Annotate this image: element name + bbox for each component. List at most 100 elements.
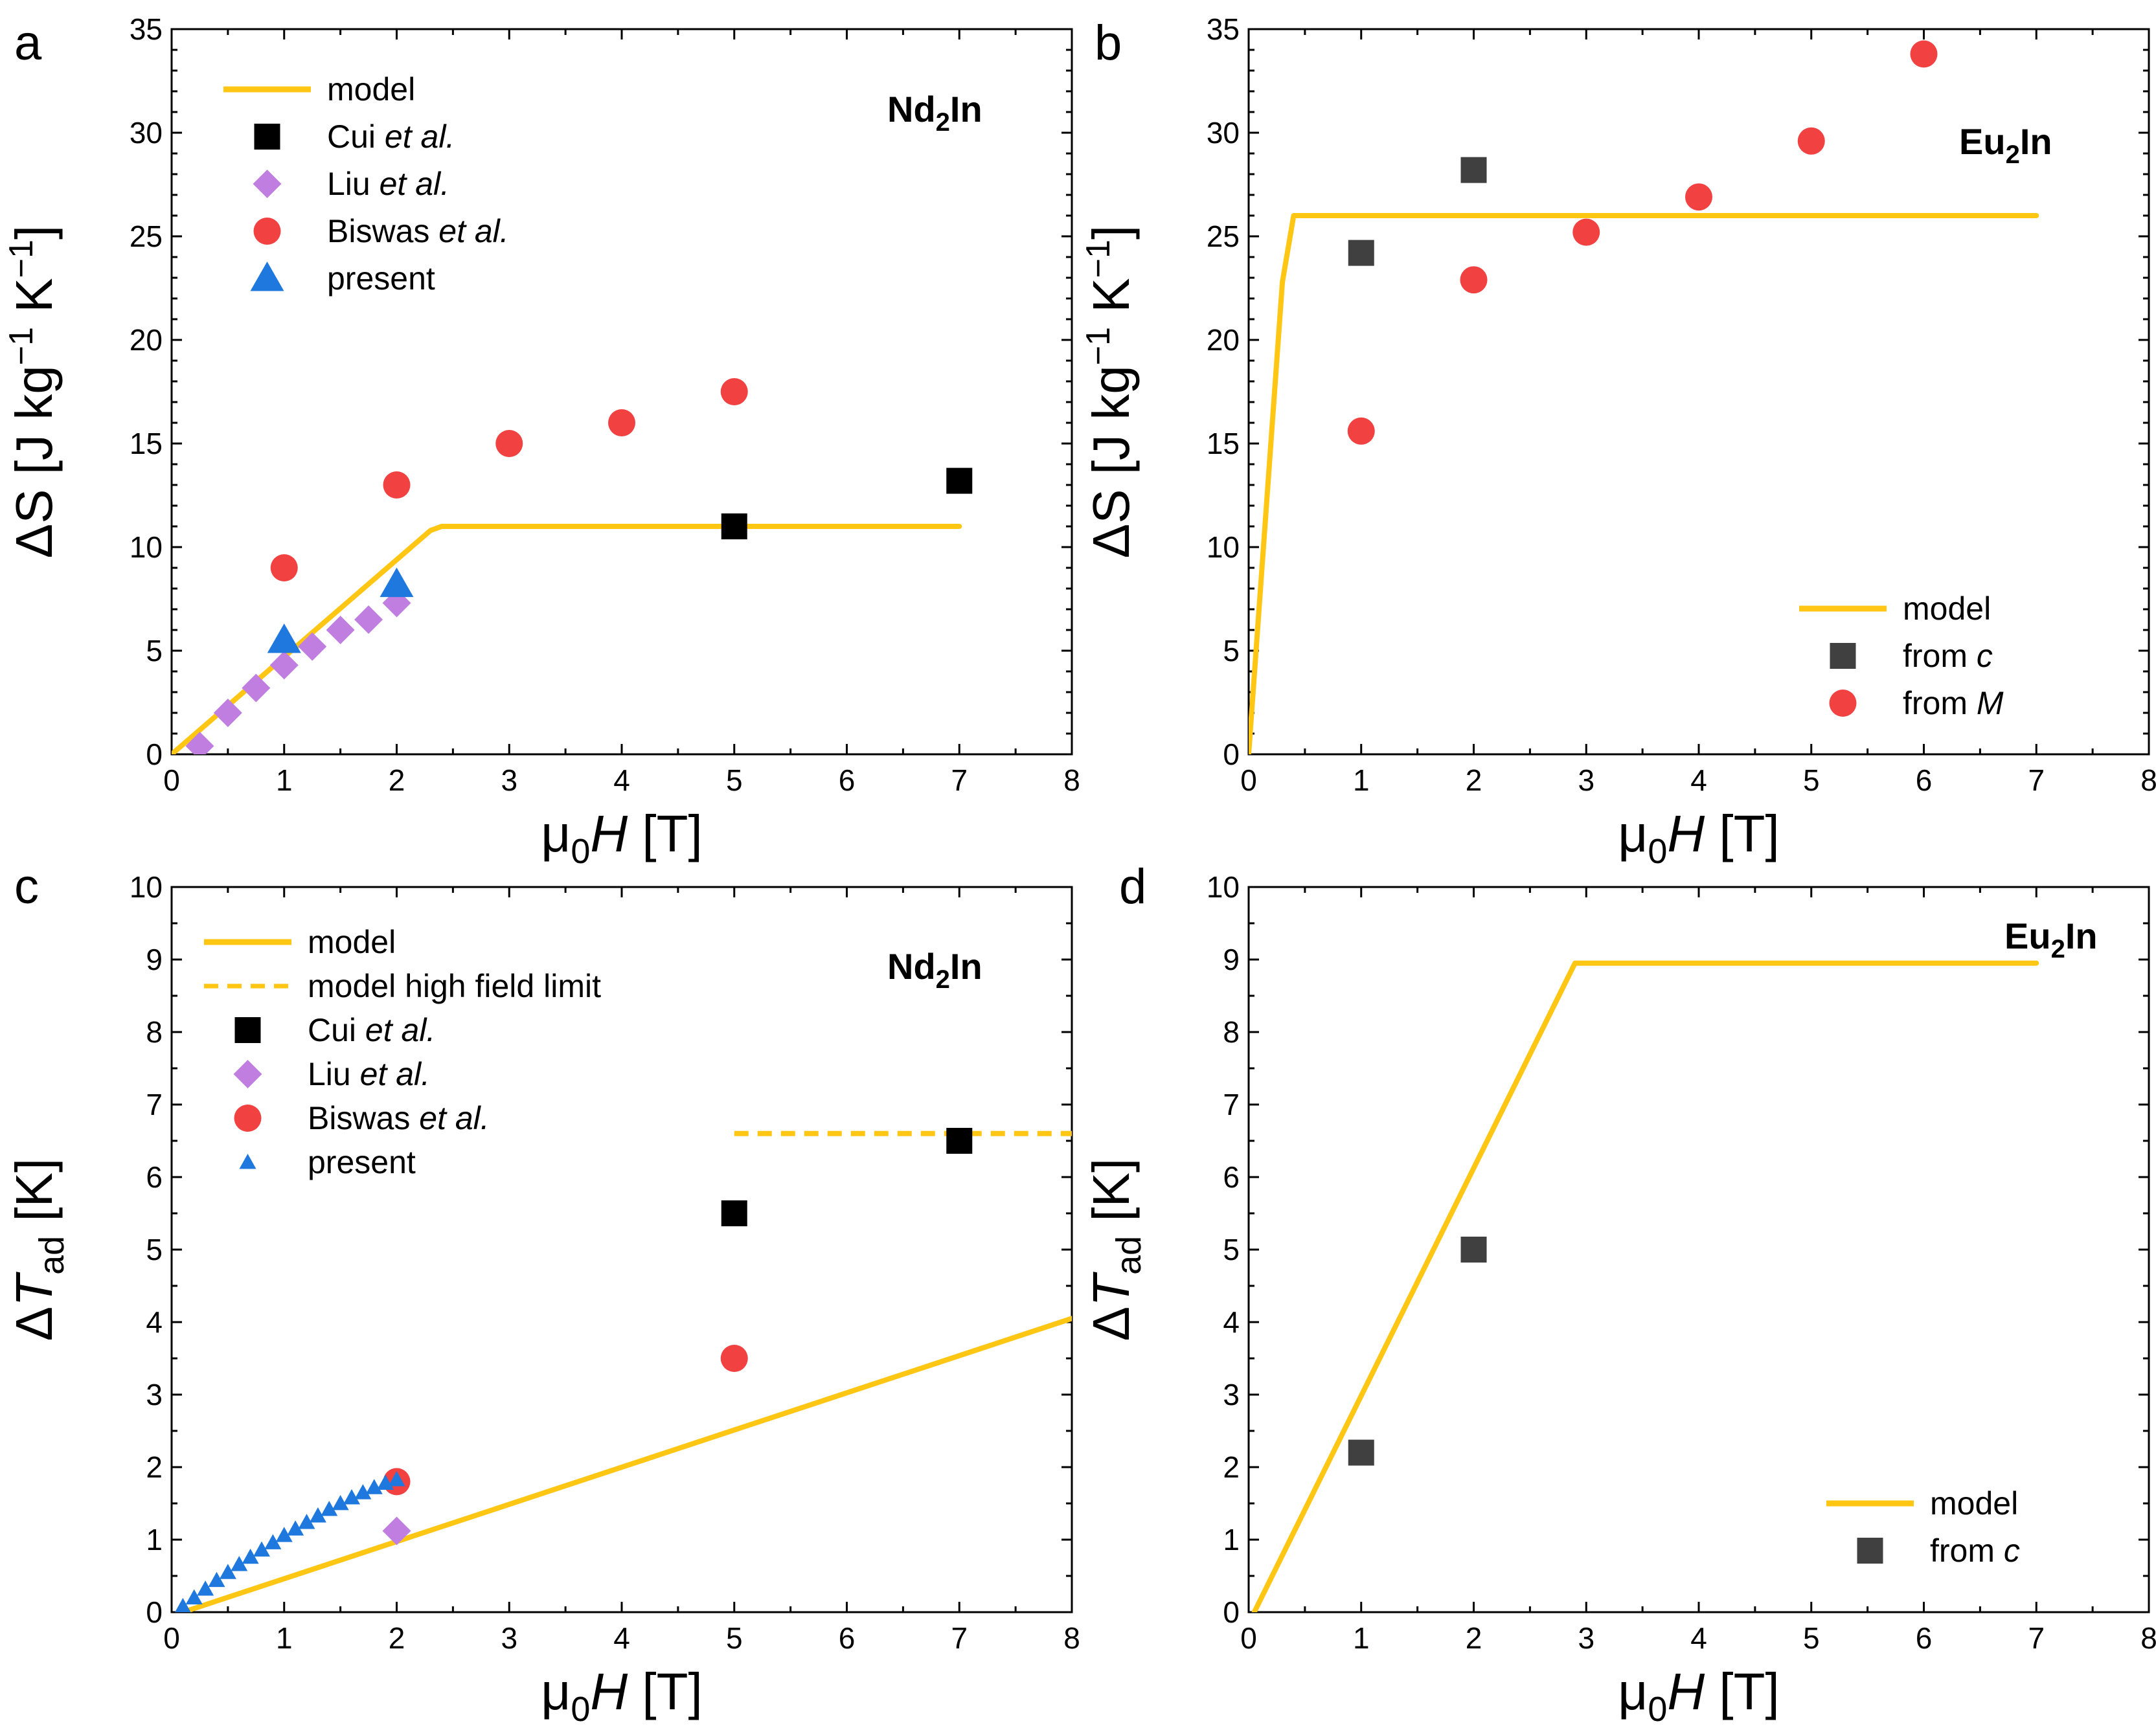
x-tick-label: 8: [2140, 763, 2156, 797]
x-tick-label: 1: [1353, 1621, 1370, 1655]
legend-entry: model: [1826, 1485, 2018, 1522]
data-point-present: [185, 1589, 203, 1604]
data-point-present: [267, 623, 301, 653]
legend-marker-swatch: [253, 170, 282, 198]
x-axis-title-unit: [T]: [1705, 805, 1780, 862]
compound-base: Nd: [887, 946, 936, 987]
legend-marker-swatch: [234, 1017, 261, 1043]
legend-entry: model: [223, 71, 415, 107]
legend-label-text: Biswas: [327, 213, 438, 249]
legend-marker-swatch: [233, 1060, 262, 1088]
y-axis-title-sub: ad: [32, 1236, 71, 1275]
x-axis-title-mu: μ: [1618, 805, 1648, 862]
data-point-cui: [946, 1128, 973, 1154]
x-tick-label: 0: [163, 763, 180, 797]
y-tick-label: 35: [130, 12, 163, 46]
x-axis-title-mu: μ: [1618, 1663, 1648, 1720]
y-axis-title-delta: Δ: [1082, 1307, 1140, 1341]
data-point-from-c: [1348, 240, 1374, 266]
data-point-biswas: [720, 1345, 748, 1372]
compound-base: Nd: [887, 89, 936, 129]
legend-label-text: model: [1930, 1485, 2018, 1522]
x-tick-label: 7: [2028, 763, 2045, 797]
legend-label: present: [327, 260, 435, 297]
data-point-present: [175, 1598, 191, 1612]
legend-label: model high field limit: [308, 968, 601, 1004]
compound-rest: In: [2065, 916, 2098, 956]
data-layer: [172, 378, 973, 754]
data-point-present: [309, 1507, 326, 1523]
y-tick-label: 9: [146, 943, 163, 976]
legend-entry: model: [204, 924, 396, 960]
x-axis-title-sub: 0: [1648, 1690, 1667, 1729]
series-model-line: [172, 524, 962, 754]
x-tick-label: 7: [2028, 1621, 2045, 1655]
y-axis-title: ΔS [J kg−1 K−1]: [3, 225, 63, 558]
legend-label: from M: [1903, 685, 2004, 721]
data-point-present: [197, 1580, 214, 1596]
y-axis-title-k: K: [5, 278, 63, 327]
compound-sub: 2: [936, 965, 950, 994]
y-tick-label: 2: [1223, 1450, 1240, 1484]
y-tick-label: 3: [1223, 1378, 1240, 1411]
y-axis-title-bracket: ]: [1082, 225, 1140, 240]
x-tick-label: 3: [501, 1621, 517, 1655]
data-point-from-m: [1460, 266, 1488, 294]
y-tick-label: 8: [146, 1015, 163, 1049]
data-point-present: [264, 1534, 282, 1549]
legend-label: from c: [1930, 1533, 2020, 1569]
legend-label-italic: et al.: [365, 1012, 435, 1048]
x-tick-label: 0: [1240, 1621, 1257, 1655]
x-tick-label: 8: [2140, 1621, 2156, 1655]
x-axis-title: μ0H [T]: [1618, 805, 1779, 871]
data-point-biswas: [608, 409, 635, 436]
plot-frame: [170, 886, 1073, 1613]
y-tick-label: 0: [146, 1595, 163, 1629]
data-point-cui: [946, 467, 973, 494]
x-axis-title: μ0H [T]: [541, 805, 702, 871]
x-tick-label: 3: [501, 763, 517, 797]
y-tick-label: 8: [1223, 1015, 1240, 1049]
legend-label: Biswas et al.: [308, 1100, 490, 1136]
x-tick-label: 0: [163, 1621, 180, 1655]
y-axis-title-main: ΔS [J kg: [5, 365, 63, 558]
legend-entry: Biswas et al.: [253, 213, 509, 249]
legend-label: model: [308, 924, 396, 960]
x-tick-label: 4: [613, 763, 630, 797]
legend-entry: Cui et al.: [234, 1012, 435, 1048]
y-tick-label: 10: [1207, 870, 1240, 904]
legend-label-text: model: [308, 924, 396, 960]
data-point-cui: [721, 513, 747, 539]
x-axis-title-h: H: [1667, 805, 1705, 862]
data-point-biswas: [495, 430, 523, 457]
legend-entry: Liu et al.: [253, 166, 449, 202]
x-tick-label: 7: [951, 1621, 968, 1655]
y-tick-label: 0: [146, 737, 163, 771]
legend-entry: model: [1799, 590, 1991, 627]
legend-label-text: from: [1930, 1533, 2004, 1569]
y-tick-label: 2: [146, 1450, 163, 1484]
panel-letter: c: [14, 859, 39, 914]
legend-marker-swatch: [234, 1105, 262, 1132]
y-tick-label: 0: [1223, 737, 1240, 771]
x-tick-label: 1: [276, 763, 293, 797]
data-point-present: [332, 1495, 349, 1511]
legend-label: model: [1930, 1485, 2018, 1522]
legend-entry: present: [250, 260, 435, 297]
x-tick-label: 1: [276, 1621, 293, 1655]
y-tick-label: 3: [146, 1378, 163, 1411]
data-point-from-m: [1572, 218, 1600, 246]
legend-label-text: from: [1903, 685, 1977, 721]
legend-label: model: [1903, 590, 1991, 627]
data-point-present: [298, 1514, 315, 1529]
data-point-present: [219, 1564, 236, 1579]
panel-letter: b: [1095, 16, 1122, 71]
data-point-cui: [721, 1200, 747, 1226]
y-tick-label: 6: [146, 1160, 163, 1194]
series-model-line: [1251, 960, 2039, 1612]
y-tick-label: 0: [1223, 1595, 1240, 1629]
legend-marker-swatch: [1829, 690, 1857, 717]
compound-rest: In: [950, 89, 982, 129]
